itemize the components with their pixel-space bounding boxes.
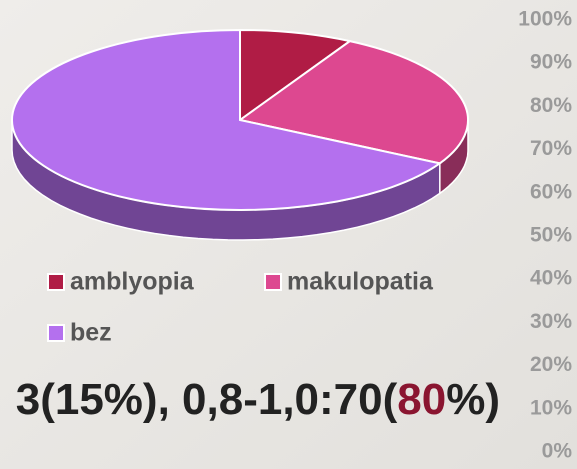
y-tick-label: 30%	[530, 310, 572, 333]
axis: 0% 10% 20% 30% 40% 50% 60% 70% 80% 90% 100%	[518, 8, 572, 463]
pie-slice	[239, 28, 353, 122]
caption-part: %)	[446, 375, 500, 424]
y-tick-label: 10%	[530, 396, 572, 419]
legend-label: amblyopia	[70, 268, 195, 296]
y-tick-label: 90%	[530, 51, 572, 74]
y-tick-label: 40%	[530, 267, 572, 290]
legend-swatch	[264, 273, 282, 291]
caption: 3(15%), 0,8-1,0:70(80%)	[16, 375, 500, 424]
y-tick-label: 50%	[530, 224, 572, 247]
legend-label: bez	[70, 319, 112, 347]
pie-slice	[237, 40, 469, 165]
y-tick-label: 0%	[542, 440, 573, 463]
pie-slice	[11, 28, 443, 211]
y-tick-label: 100%	[518, 8, 572, 31]
pie	[11, 28, 469, 241]
legend-swatch	[47, 324, 65, 342]
legend-swatch	[47, 273, 65, 291]
caption-part: 3(15%), 0,8-1,0:70(	[16, 375, 398, 424]
legend: amblyopia makulopatia bez	[47, 268, 434, 347]
y-tick-label: 20%	[530, 353, 572, 376]
y-tick-label: 60%	[530, 180, 572, 203]
y-tick-label: 70%	[530, 137, 572, 160]
legend-label: makulopatia	[287, 268, 434, 296]
y-tick-label: 80%	[530, 94, 572, 117]
caption-part: 80	[397, 375, 446, 424]
